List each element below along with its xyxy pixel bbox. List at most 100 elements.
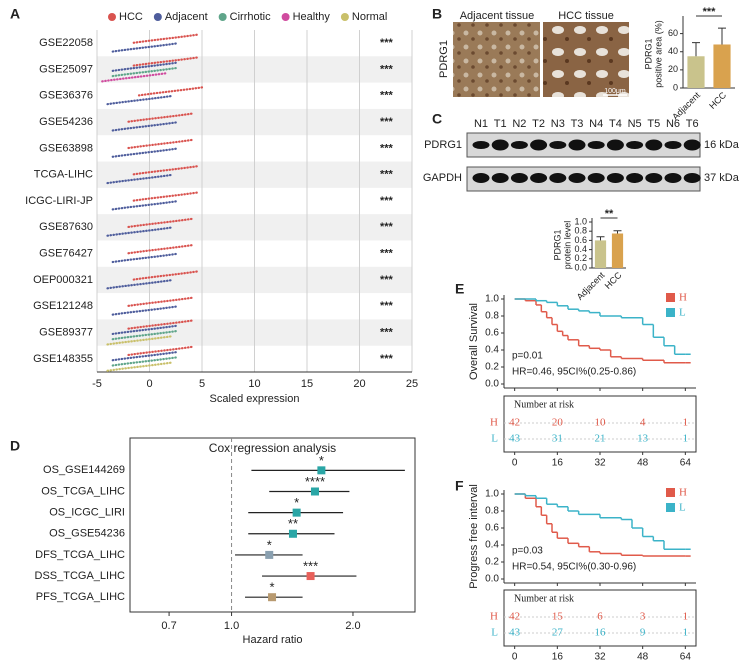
risk-table-title: Number at risk [514,399,574,410]
lane-label: N2 [512,118,526,130]
x-tick-label: 16 [552,652,564,663]
x-tick-label: 25 [406,378,418,390]
y-axis-label: PDRG1 [552,229,562,260]
histology-image [453,22,540,97]
x-tick-label: 32 [594,652,606,663]
x-tick-label: 5 [199,378,205,390]
blot-size-label: 16 kDa [704,139,740,151]
legend-label: Cirrhotic [230,11,271,23]
error-bar [613,230,622,234]
y-tick-label: 1.0 [485,294,499,305]
y-tick-label: 0.4 [485,540,499,551]
category-label: GSE148355 [33,353,93,365]
annotation: p=0.03 [512,546,543,557]
significance: *** [380,90,394,102]
x-tick-label: 20 [353,378,365,390]
significance: *** [380,326,394,338]
lane-label: T6 [686,118,699,130]
band [664,141,682,149]
lane-label: T4 [609,118,622,130]
lane-label: N5 [628,118,642,130]
category-label: DFS_TCGA_LIHC [35,549,125,561]
risk-row-label: H [490,417,498,429]
band [645,173,663,183]
category-label: ICGC-LIRI-JP [25,195,93,207]
band [510,141,528,149]
expression-strip [127,217,193,229]
expression-strip [106,361,172,372]
legend-marker [340,13,349,21]
band [606,173,624,183]
y-tick-label: 1.0 [485,489,499,500]
panel-letter: F [455,478,464,494]
expression-strip [132,165,198,176]
risk-row-label: L [491,627,498,639]
panel-letter: B [432,6,442,22]
bar [611,233,624,268]
expression-strip [111,330,177,341]
expression-strip [106,279,172,290]
expression-strip [111,147,177,158]
y-axis-label: PDRG1 [643,38,653,69]
error-bar [718,27,726,45]
expression-strip [132,191,198,202]
expression-strip [111,61,177,72]
chart-title: Cox regression analysis [209,441,336,455]
category-label: OS_ICGC_LIRI [49,507,125,519]
category-label: GSE54236 [39,116,93,128]
image-label: Adjacent tissue [460,10,535,22]
expression-strip [111,351,177,362]
error-bar [596,236,605,241]
y-tick-label: 0.2 [574,253,587,263]
bar [713,44,731,88]
band [549,141,567,149]
risk-count: 43 [509,433,521,445]
category-label: GSE121248 [33,300,93,312]
y-tick-label: 0.0 [574,262,587,272]
category-label: OS_GSE54236 [49,528,125,540]
y-tick-label: 40 [668,46,678,56]
panel-letter: E [455,281,464,297]
expression-strip [127,319,193,330]
expression-strip [111,324,177,336]
y-tick-label: 20 [668,64,678,74]
plot-frame [129,437,416,613]
expression-strip [127,296,193,307]
band [587,173,605,183]
hazard-ratio [306,572,315,581]
expression-strip [101,72,167,83]
band [587,141,605,149]
x-tick-label: 10 [248,378,260,390]
significance: *** [380,116,394,128]
risk-count: 10 [595,417,607,429]
expression-strip [106,226,172,237]
risk-row-label: L [491,433,498,445]
significance: *** [380,248,394,260]
scale-bar-label: 100μm [604,88,626,95]
band [645,139,663,151]
category-label: GSE76427 [39,248,93,260]
significance: ** [605,208,614,220]
lane-label: T1 [494,118,507,130]
band [626,173,644,183]
category-label: GSE22058 [39,37,93,49]
risk-count: 31 [552,433,563,445]
y-axis-label: Overall Survival [468,303,480,380]
hazard-ratio [292,508,301,517]
legend-label: Healthy [293,11,331,23]
band [472,173,490,183]
error-bar [692,42,700,57]
annotation: HR=0.46, 95CI%(0.25-0.86) [512,367,636,378]
x-tick-label: 0 [512,458,518,469]
lane-label: N6 [666,118,680,130]
y-axis-label: Progress free interval [468,484,480,589]
image-ylabel: PDRG1 [438,40,450,78]
expression-strip [137,86,204,97]
risk-count: 27 [552,627,564,639]
expression-strip [127,345,193,357]
lane-label: T5 [647,118,660,130]
risk-count: 9 [640,627,646,639]
x-tick-label: 15 [301,378,313,390]
legend-label: H [679,292,687,304]
